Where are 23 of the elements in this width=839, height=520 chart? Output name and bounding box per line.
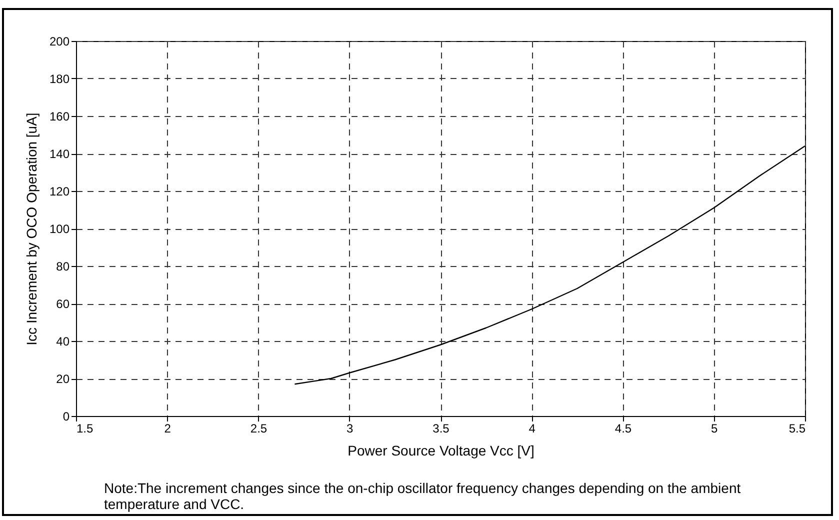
y-tick-label: 140 (49, 147, 70, 161)
y-tick-label: 180 (49, 72, 70, 86)
x-tick-label: 2.5 (250, 422, 268, 436)
y-tick-label: 20 (56, 372, 70, 386)
y-tick-label: 200 (49, 34, 70, 48)
y-tick-label: 40 (56, 334, 70, 348)
y-axis-title: Icc Increment by OCO Operation [uA] (23, 112, 40, 346)
x-tick-label: 2 (164, 422, 172, 436)
x-tick-label: 4.5 (614, 422, 632, 436)
x-tick-label: 3 (346, 422, 354, 436)
x-tick-label: 1.5 (76, 422, 94, 436)
x-tick-label: 5 (711, 422, 718, 436)
y-tick-label: 0 (62, 410, 70, 424)
y-tick-label: 120 (49, 184, 70, 198)
y-tick-label: 160 (49, 110, 70, 124)
x-tick-label: 4 (528, 422, 536, 436)
y-tick-label: 60 (56, 297, 70, 311)
y-tick-label: 100 (49, 222, 70, 236)
x-tick-label: 3.5 (432, 422, 450, 436)
y-tick-label: 80 (56, 260, 70, 274)
x-tick-label: 5.5 (788, 422, 806, 436)
x-axis-title: Power Source Voltage Vcc [V] (348, 442, 534, 458)
text: Note:The increment changes since the on-chip oscillator frequency changes depending on the ambient temperature and VCC. (104, 480, 742, 512)
